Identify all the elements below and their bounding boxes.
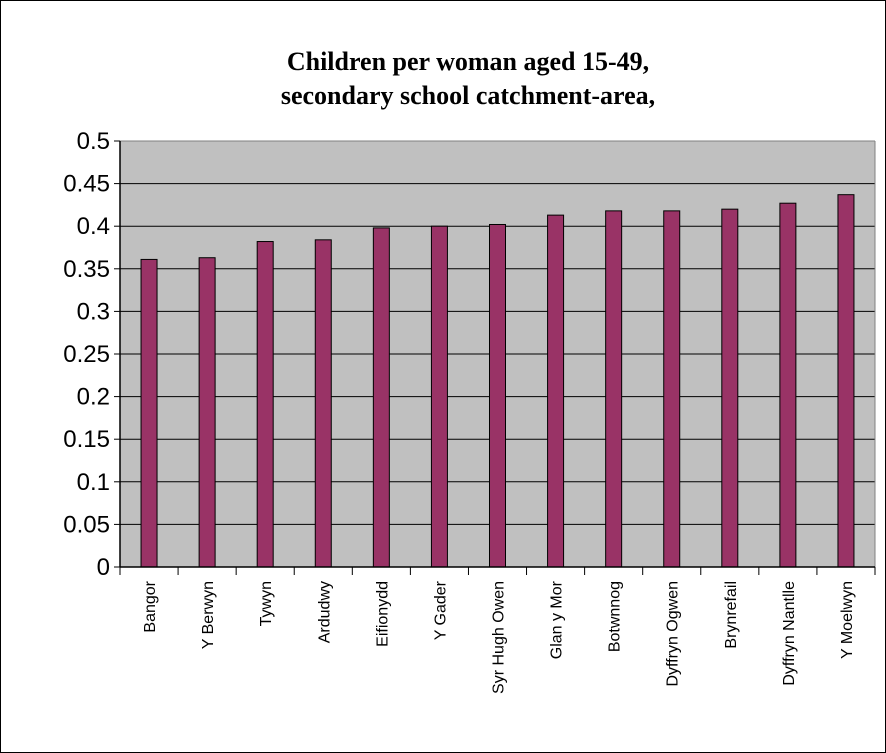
x-tick-label: Brynrefail	[723, 581, 740, 649]
y-tick-labels: 0 0.05 0.1 0.15 0.2 0.25 0.3 0.35 0.4 0.45 0.5	[63, 128, 110, 581]
bar	[256, 241, 274, 568]
bar	[140, 258, 158, 568]
chart-subtitle: secondary school catchment-area,	[281, 81, 655, 110]
y-tick-label: 0.45	[63, 171, 110, 198]
bar	[489, 223, 506, 568]
x-tick-label: Glan y Mor	[549, 580, 566, 659]
x-tick-label: Y Moelwyn	[839, 581, 856, 659]
y-tick-label: 0.1	[77, 469, 110, 496]
y-tick-label: 0.4	[77, 213, 110, 240]
bar	[663, 210, 681, 568]
bars	[140, 194, 855, 568]
bar	[547, 214, 565, 568]
y-tick-label: 0.2	[77, 384, 110, 411]
x-tick-label: Y Gader	[432, 580, 449, 640]
x-tick-labels: Bangor Y Berwyn Tywyn Ardudwy Eifionydd Y Gad…	[142, 580, 856, 694]
bar	[779, 202, 797, 568]
bar	[314, 239, 332, 568]
bar	[605, 210, 623, 568]
x-tick-label: Dyffryn Nantlle	[781, 581, 798, 686]
axes	[114, 140, 876, 575]
x-tick-label: Syr Hugh Owen	[491, 581, 508, 694]
x-tick-label: Tywyn	[258, 581, 275, 626]
x-tick-label: Ardudwy	[316, 581, 333, 643]
y-tick-label: 0.35	[63, 256, 110, 283]
x-tick-label: Eifionydd	[374, 581, 391, 647]
bar	[198, 257, 216, 568]
x-tick-label: Y Berwyn	[200, 581, 217, 649]
y-tick-label: 0	[97, 554, 110, 581]
bar	[721, 208, 739, 568]
y-tick-label: 0.3	[77, 298, 110, 325]
x-tick-label: Dyffryn Ogwen	[665, 581, 682, 687]
y-tick-label: 0.15	[63, 426, 110, 453]
y-tick-label: 0.5	[77, 128, 110, 155]
x-tick-label: Botwnnog	[607, 581, 624, 652]
bar	[372, 227, 390, 568]
y-tick-label: 0.05	[63, 511, 110, 538]
chart-title: Children per woman aged 15-49,	[287, 47, 649, 76]
bar	[430, 225, 448, 568]
y-tick-label: 0.25	[63, 341, 110, 368]
x-tick-label: Bangor	[142, 580, 159, 632]
bar	[837, 194, 855, 568]
